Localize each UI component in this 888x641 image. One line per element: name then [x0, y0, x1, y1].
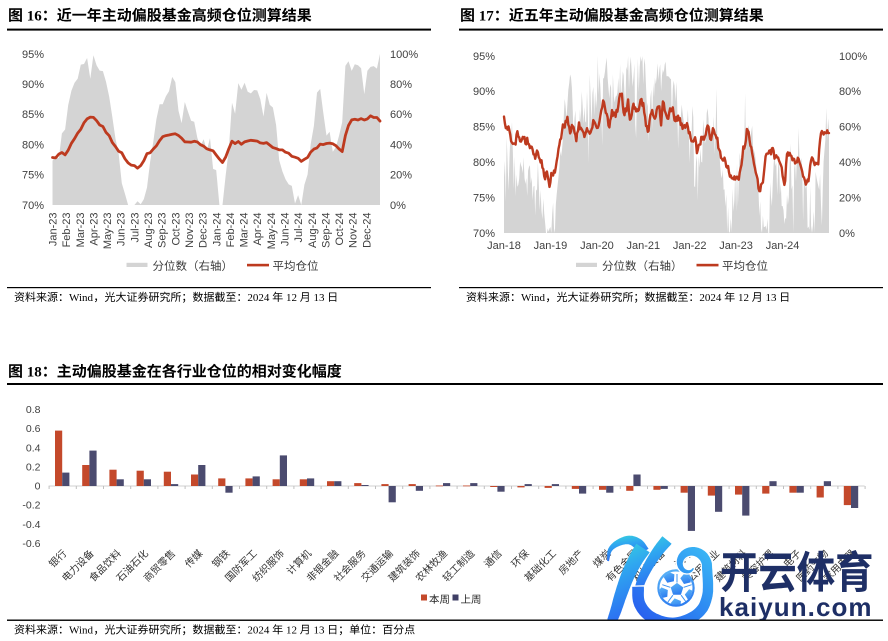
svg-text:85%: 85% — [22, 109, 44, 121]
svg-text:90%: 90% — [473, 86, 495, 98]
svg-text:Nov-24: Nov-24 — [348, 213, 360, 248]
svg-text:-0.4: -0.4 — [22, 519, 40, 531]
svg-text:Dec-23: Dec-23 — [198, 213, 210, 248]
svg-text:0.2: 0.2 — [26, 462, 41, 474]
svg-text:40%: 40% — [390, 139, 412, 151]
svg-text:Jun-23: Jun-23 — [116, 213, 128, 247]
svg-text:20%: 20% — [839, 192, 861, 204]
svg-text:80%: 80% — [22, 139, 44, 151]
svg-text:Oct-23: Oct-23 — [170, 213, 182, 246]
svg-text:12: 12 — [283, 292, 300, 304]
svg-text:12: 12 — [735, 292, 752, 304]
svg-text:Jan-24: Jan-24 — [766, 240, 800, 252]
svg-text:Dec-24: Dec-24 — [361, 212, 373, 247]
svg-text:Apr-23: Apr-23 — [88, 213, 100, 246]
svg-text:60%: 60% — [390, 109, 412, 121]
svg-text:Aug-24: Aug-24 — [307, 212, 319, 247]
svg-text:2024: 2024 — [247, 292, 272, 304]
svg-text:Sep-24: Sep-24 — [320, 213, 332, 248]
svg-text:-0.6: -0.6 — [22, 538, 40, 550]
svg-text:Jan-23: Jan-23 — [719, 240, 753, 252]
svg-text:Jan-21: Jan-21 — [626, 240, 660, 252]
svg-text:75%: 75% — [22, 170, 44, 182]
svg-text:17: 17 — [475, 9, 494, 25]
svg-text:75%: 75% — [473, 192, 495, 204]
svg-text:Jan-23: Jan-23 — [48, 213, 60, 247]
svg-text:40%: 40% — [839, 157, 861, 169]
svg-text:60%: 60% — [839, 122, 861, 134]
svg-text:70%: 70% — [473, 228, 495, 240]
svg-text:Mar-23: Mar-23 — [75, 212, 87, 247]
svg-text:0%: 0% — [390, 200, 406, 212]
svg-text:13: 13 — [311, 292, 328, 304]
svg-text:Sep-23: Sep-23 — [157, 212, 169, 247]
svg-text:85%: 85% — [473, 122, 495, 134]
svg-text:0: 0 — [35, 481, 41, 493]
svg-text:Oct-24: Oct-24 — [334, 212, 346, 245]
svg-text:70%: 70% — [22, 200, 44, 212]
svg-text:Wind: Wind — [521, 292, 545, 304]
svg-text:80%: 80% — [390, 79, 412, 91]
svg-text:18: 18 — [23, 365, 42, 381]
svg-text:0.8: 0.8 — [26, 404, 41, 416]
svg-text:0.6: 0.6 — [26, 423, 41, 435]
svg-text:100%: 100% — [390, 49, 418, 61]
svg-text:Jul-24: Jul-24 — [293, 213, 305, 243]
svg-text:2024: 2024 — [247, 625, 272, 637]
svg-text:Jun-24: Jun-24 — [279, 212, 291, 246]
svg-text:13: 13 — [311, 625, 328, 637]
svg-text:Wind: Wind — [69, 292, 93, 304]
svg-text:Jul-23: Jul-23 — [129, 212, 141, 242]
svg-text:16: 16 — [23, 9, 42, 25]
svg-text:90%: 90% — [22, 79, 44, 91]
svg-text:Mar-24: Mar-24 — [239, 213, 251, 248]
svg-text:May-23: May-23 — [102, 212, 114, 249]
svg-text:Feb-23: Feb-23 — [61, 213, 73, 248]
svg-text:13: 13 — [763, 292, 780, 304]
svg-text:-0.2: -0.2 — [22, 500, 40, 512]
svg-text:Feb-24: Feb-24 — [225, 212, 237, 247]
svg-text:kaiyun.com: kaiyun.com — [719, 592, 873, 622]
svg-text:Aug-23: Aug-23 — [143, 213, 155, 248]
svg-text:20%: 20% — [390, 170, 412, 182]
svg-text:12: 12 — [283, 625, 300, 637]
svg-text:Jan-19: Jan-19 — [534, 240, 568, 252]
svg-text:0.4: 0.4 — [26, 442, 41, 454]
svg-text:95%: 95% — [22, 49, 44, 61]
svg-text:Wind: Wind — [69, 625, 93, 637]
svg-text:May-24: May-24 — [266, 213, 278, 250]
svg-text:Jan-22: Jan-22 — [673, 240, 707, 252]
svg-text:80%: 80% — [839, 86, 861, 98]
svg-text:2024: 2024 — [699, 292, 724, 304]
svg-text:80%: 80% — [473, 157, 495, 169]
svg-text:Jan-24: Jan-24 — [211, 213, 223, 247]
svg-text:Apr-24: Apr-24 — [252, 212, 264, 245]
svg-text:Jan-18: Jan-18 — [487, 240, 521, 252]
svg-text:Nov-23: Nov-23 — [184, 212, 196, 247]
svg-text:100%: 100% — [839, 51, 867, 63]
svg-text:0%: 0% — [839, 228, 855, 240]
svg-text:95%: 95% — [473, 51, 495, 63]
svg-text:Jan-20: Jan-20 — [580, 240, 614, 252]
